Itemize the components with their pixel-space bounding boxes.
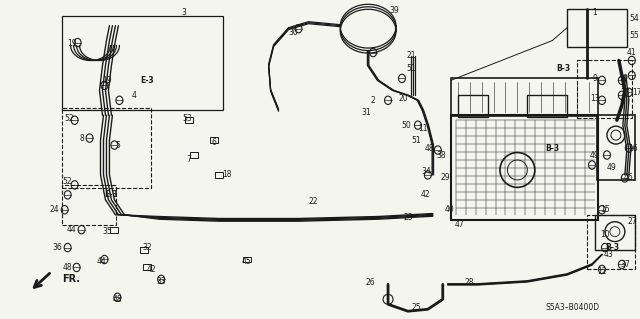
Text: E-3: E-3 <box>140 76 154 85</box>
Text: 2: 2 <box>371 96 376 105</box>
Text: 47: 47 <box>455 220 465 229</box>
Text: 30: 30 <box>289 28 298 37</box>
Text: 10: 10 <box>600 230 610 239</box>
Text: 31: 31 <box>362 108 371 117</box>
Bar <box>143 264 151 271</box>
Text: 46: 46 <box>624 174 634 182</box>
Text: 52: 52 <box>65 114 74 123</box>
Bar <box>111 227 118 233</box>
Bar <box>190 152 198 158</box>
Bar <box>567 9 627 47</box>
Text: 45: 45 <box>242 257 252 266</box>
Text: FR.: FR. <box>61 274 80 285</box>
Text: 27: 27 <box>627 217 637 226</box>
Text: 20: 20 <box>398 94 408 103</box>
Bar <box>595 215 635 249</box>
Text: 53: 53 <box>182 114 192 123</box>
Text: 17: 17 <box>632 88 640 97</box>
Text: 42: 42 <box>147 265 156 274</box>
Bar <box>451 115 598 220</box>
Bar <box>61 16 223 110</box>
Bar <box>458 95 488 117</box>
Text: 7: 7 <box>187 155 191 165</box>
Text: 32: 32 <box>143 243 152 252</box>
Text: 35: 35 <box>102 227 113 236</box>
Text: B-3: B-3 <box>605 243 619 252</box>
Text: 4: 4 <box>132 91 137 100</box>
Text: 23: 23 <box>403 213 413 222</box>
Text: 44: 44 <box>67 225 77 234</box>
Text: 42: 42 <box>421 190 431 199</box>
Text: 37: 37 <box>620 260 630 269</box>
Text: 5: 5 <box>115 141 120 150</box>
Text: 54: 54 <box>629 14 639 23</box>
Text: 26: 26 <box>365 278 375 287</box>
Text: S5A3–B0400D: S5A3–B0400D <box>545 303 599 312</box>
Text: 21: 21 <box>406 51 415 60</box>
Text: 36: 36 <box>53 243 63 252</box>
Text: 11: 11 <box>418 124 428 133</box>
Text: E-3: E-3 <box>104 190 118 199</box>
Text: 38: 38 <box>436 151 445 160</box>
Text: 29: 29 <box>441 174 451 182</box>
Text: 6: 6 <box>211 137 216 147</box>
Bar <box>587 215 635 270</box>
Bar <box>577 61 632 118</box>
Text: 9: 9 <box>593 74 597 83</box>
Bar <box>451 78 598 116</box>
Text: 13: 13 <box>590 94 600 103</box>
Text: 25: 25 <box>411 303 420 312</box>
Text: 48: 48 <box>425 144 435 152</box>
Text: 3: 3 <box>182 8 186 17</box>
Bar <box>61 108 151 188</box>
Text: 44: 44 <box>97 257 106 266</box>
Text: 13: 13 <box>620 88 630 97</box>
Bar <box>140 247 148 253</box>
Text: 48: 48 <box>63 263 72 272</box>
Bar <box>527 95 567 117</box>
Text: 12: 12 <box>597 267 607 276</box>
Text: 49: 49 <box>590 151 600 160</box>
Text: 19: 19 <box>67 39 76 48</box>
Text: 28: 28 <box>465 278 474 287</box>
Bar <box>210 137 218 143</box>
Text: 50: 50 <box>401 121 411 130</box>
Bar <box>215 172 223 178</box>
Text: 22: 22 <box>308 197 318 206</box>
Text: 33: 33 <box>156 277 166 286</box>
Bar <box>185 117 193 123</box>
Text: 51: 51 <box>411 136 420 145</box>
Text: 16: 16 <box>628 144 637 152</box>
Text: 19: 19 <box>102 76 112 85</box>
Text: 9: 9 <box>623 74 627 83</box>
Text: 52: 52 <box>63 177 72 186</box>
Text: 34: 34 <box>421 167 431 176</box>
Bar <box>597 115 635 180</box>
Text: 40: 40 <box>445 205 454 214</box>
Text: 48: 48 <box>113 295 122 304</box>
Text: 24: 24 <box>50 205 60 214</box>
Text: 43: 43 <box>604 250 614 259</box>
Text: 51: 51 <box>406 64 416 73</box>
Text: 41: 41 <box>627 48 637 57</box>
Bar <box>61 185 116 225</box>
Text: 18: 18 <box>222 170 232 179</box>
Text: 8: 8 <box>79 134 84 143</box>
Text: 39: 39 <box>389 6 399 15</box>
Text: 49: 49 <box>607 163 617 173</box>
Text: B-3: B-3 <box>545 144 559 152</box>
Text: B-3: B-3 <box>556 64 570 73</box>
Text: 1: 1 <box>593 8 597 17</box>
Text: 55: 55 <box>629 31 639 40</box>
Text: 15: 15 <box>600 205 610 214</box>
Bar <box>243 256 251 263</box>
